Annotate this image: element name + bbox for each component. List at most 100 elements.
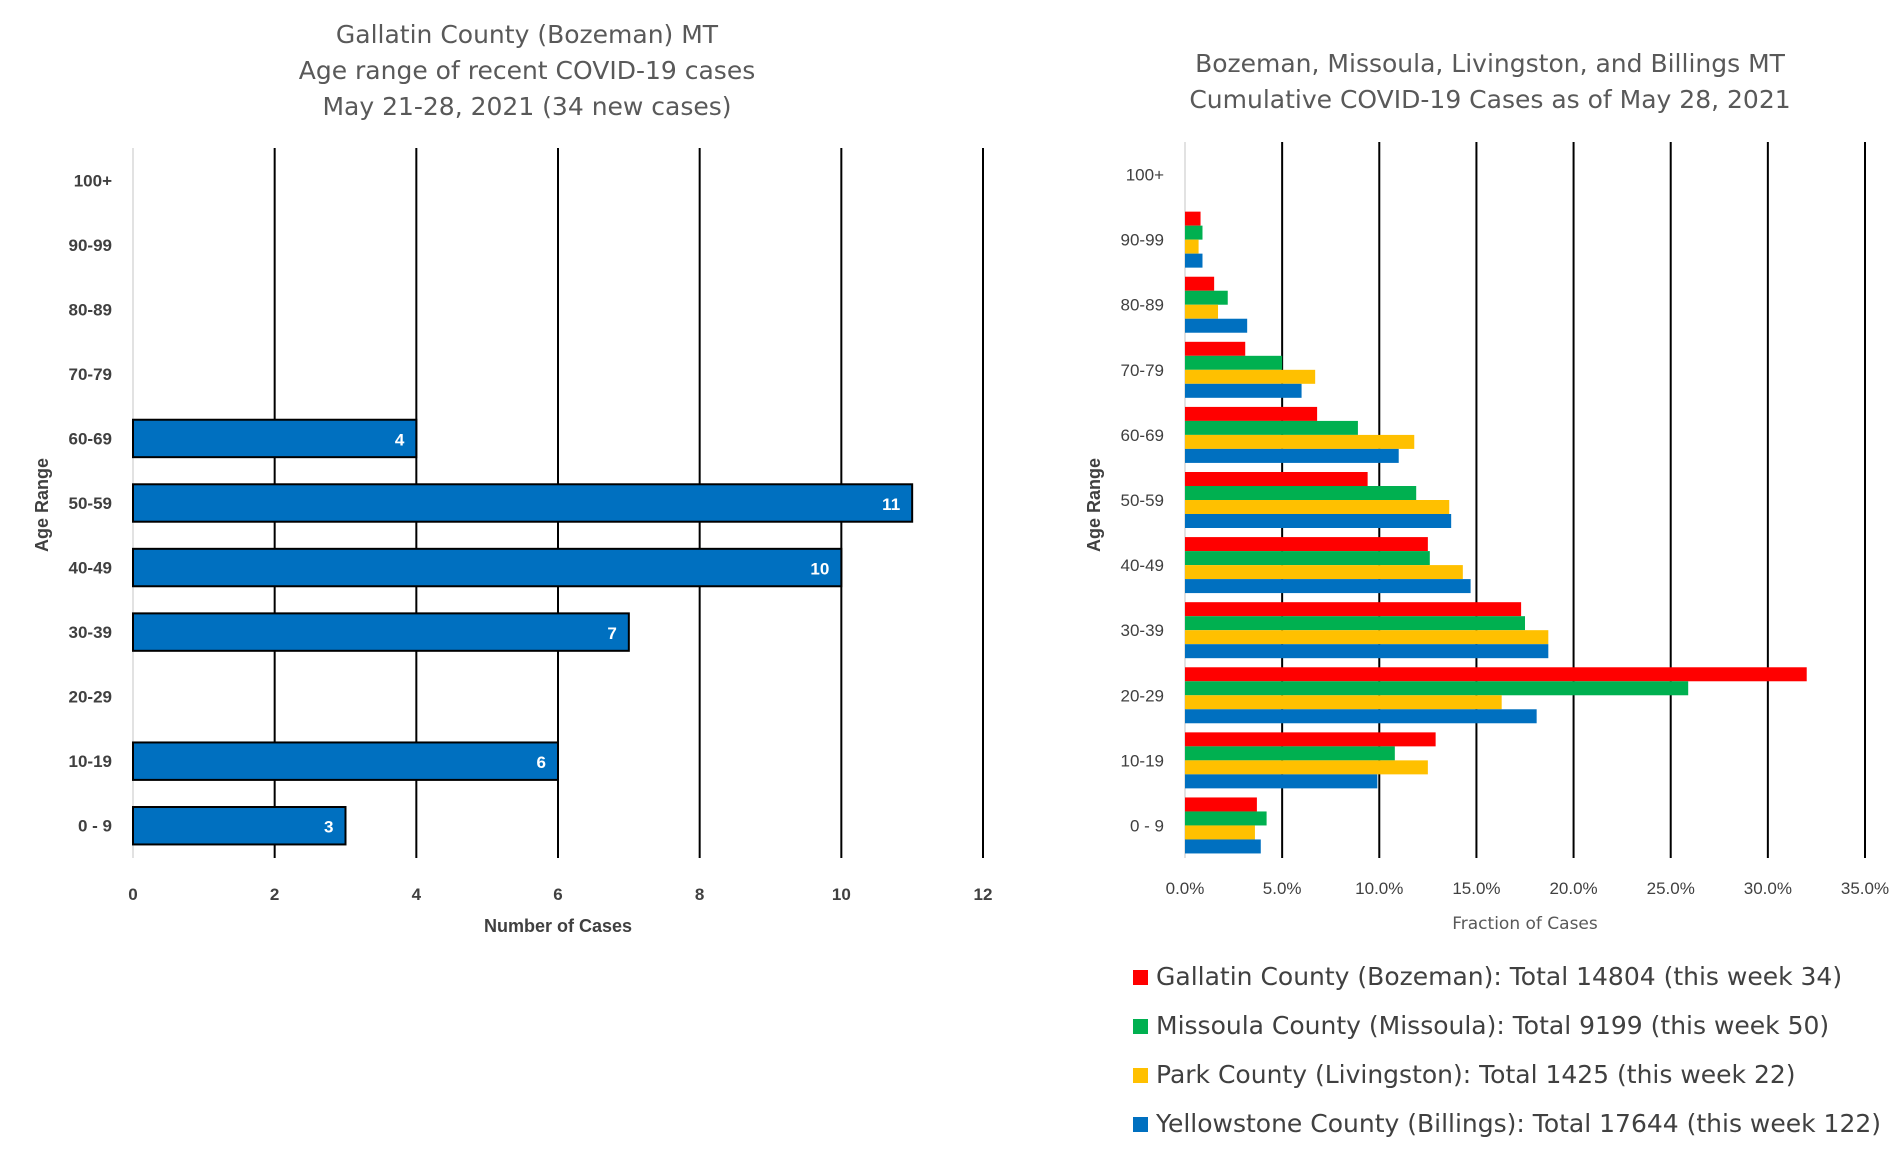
x-tick-label: 10.0% <box>1355 879 1403 898</box>
left-chart: Gallatin County (Bozeman) MT Age range of… <box>32 20 992 936</box>
bar <box>1185 579 1471 594</box>
bar <box>1185 797 1257 812</box>
bar <box>1185 825 1255 840</box>
bar <box>1185 355 1283 370</box>
x-tick-label: 30.0% <box>1744 879 1792 898</box>
y-tick-label: 60-69 <box>1121 426 1164 445</box>
y-tick-label: 20-29 <box>69 688 112 707</box>
bar-data-label: 4 <box>395 430 405 449</box>
y-tick-label: 50-59 <box>69 494 112 513</box>
x-tick-label: 4 <box>412 885 422 904</box>
bar <box>1185 514 1452 528</box>
bar <box>1185 341 1246 356</box>
bar <box>1185 616 1525 631</box>
bar-data-label: 6 <box>537 753 546 772</box>
x-tick-label: 12 <box>974 885 993 904</box>
x-tick-label: 6 <box>553 885 562 904</box>
legend-label: Park County (Livingston): Total 1425 (th… <box>1156 1060 1796 1089</box>
x-tick-label: 10 <box>832 885 851 904</box>
x-tick-label: 20.0% <box>1549 879 1597 898</box>
bar <box>132 806 347 846</box>
y-tick-label: 100+ <box>74 171 112 190</box>
y-tick-label: 90-99 <box>1121 231 1164 250</box>
bar-data-label: 11 <box>882 495 900 514</box>
bar <box>1185 486 1417 500</box>
y-tick-label: 100+ <box>1126 166 1164 185</box>
bar <box>1185 839 1261 854</box>
y-tick-label: 80-89 <box>69 300 112 319</box>
x-tick-label: 25.0% <box>1647 879 1695 898</box>
bar <box>132 418 418 459</box>
chart-title-line: Gallatin County (Bozeman) MT <box>336 20 719 49</box>
bar <box>1185 406 1318 421</box>
bar <box>1185 318 1248 333</box>
bar <box>1185 383 1302 398</box>
bar <box>1185 695 1502 710</box>
y-tick-label: 80-89 <box>1121 296 1164 315</box>
legend-label: Yellowstone County (Billings): Total 176… <box>1155 1109 1881 1138</box>
bar <box>1185 211 1201 226</box>
bar <box>1185 253 1203 268</box>
y-tick-label: 90-99 <box>69 236 112 255</box>
legend-label: Gallatin County (Bozeman): Total 14804 (… <box>1156 962 1842 991</box>
bar <box>1185 239 1199 254</box>
y-tick-label: 40-49 <box>1121 556 1164 575</box>
y-tick-label: 50-59 <box>1121 491 1164 510</box>
x-tick-label: 8 <box>695 885 704 904</box>
y-tick-label: 40-49 <box>69 559 112 578</box>
bar <box>1185 537 1428 552</box>
x-tick-label: 0 <box>128 885 137 904</box>
chart-title-line: Cumulative COVID-19 Cases as of May 28, … <box>1189 85 1790 114</box>
bar <box>1185 290 1228 305</box>
y-tick-label: 30-39 <box>69 623 112 642</box>
x-tick-label: 5.0% <box>1263 879 1302 898</box>
y-tick-label: 30-39 <box>1121 621 1164 640</box>
bar <box>1185 811 1267 826</box>
bar <box>1185 774 1378 789</box>
bar <box>1185 760 1428 775</box>
legend-swatch <box>1133 1117 1148 1132</box>
bar <box>1185 434 1415 449</box>
y-tick-label: 10-19 <box>69 752 112 771</box>
bar-data-label: 3 <box>324 818 333 837</box>
bar <box>1185 304 1219 319</box>
y-tick-label: 20-29 <box>1121 686 1164 705</box>
chart-title-line: May 21-28, 2021 (34 new cases) <box>322 92 731 121</box>
bar <box>132 612 630 652</box>
bar <box>1185 276 1215 291</box>
right-chart: Bozeman, Missoula, Livingston, and Billi… <box>1084 49 1889 1138</box>
chart-title-line: Age range of recent COVID-19 cases <box>299 56 756 85</box>
x-axis-title: Number of Cases <box>484 916 632 936</box>
bar <box>1185 746 1395 761</box>
bar <box>1185 681 1689 696</box>
x-tick-label: 0.0% <box>1166 879 1205 898</box>
y-tick-label: 70-79 <box>69 365 112 384</box>
legend-swatch <box>1133 1019 1148 1034</box>
x-tick-label: 2 <box>270 885 279 904</box>
bar <box>1185 369 1316 384</box>
bar <box>1185 448 1399 463</box>
y-tick-label: 0 - 9 <box>1130 816 1164 835</box>
legend-label: Missoula County (Missoula): Total 9199 (… <box>1156 1011 1829 1040</box>
bar <box>1185 420 1358 435</box>
x-axis-title: Fraction of Cases <box>1452 914 1598 934</box>
bar <box>132 547 843 588</box>
bar <box>1185 602 1522 617</box>
bar <box>132 741 559 781</box>
x-tick-label: 15.0% <box>1452 879 1500 898</box>
bar <box>1185 630 1549 645</box>
bar <box>1185 225 1203 240</box>
y-tick-label: 60-69 <box>69 429 112 448</box>
legend-swatch <box>1133 1068 1148 1083</box>
bar <box>1185 732 1436 747</box>
y-tick-label: 0 - 9 <box>78 817 112 836</box>
y-axis-title: Age Range <box>32 458 52 552</box>
bar <box>1185 472 1368 486</box>
bar <box>1185 709 1537 724</box>
bar-data-label: 7 <box>607 624 616 643</box>
bar <box>1185 565 1463 580</box>
legend-swatch <box>1133 970 1148 985</box>
bar <box>1185 551 1430 566</box>
bar <box>1185 500 1450 514</box>
